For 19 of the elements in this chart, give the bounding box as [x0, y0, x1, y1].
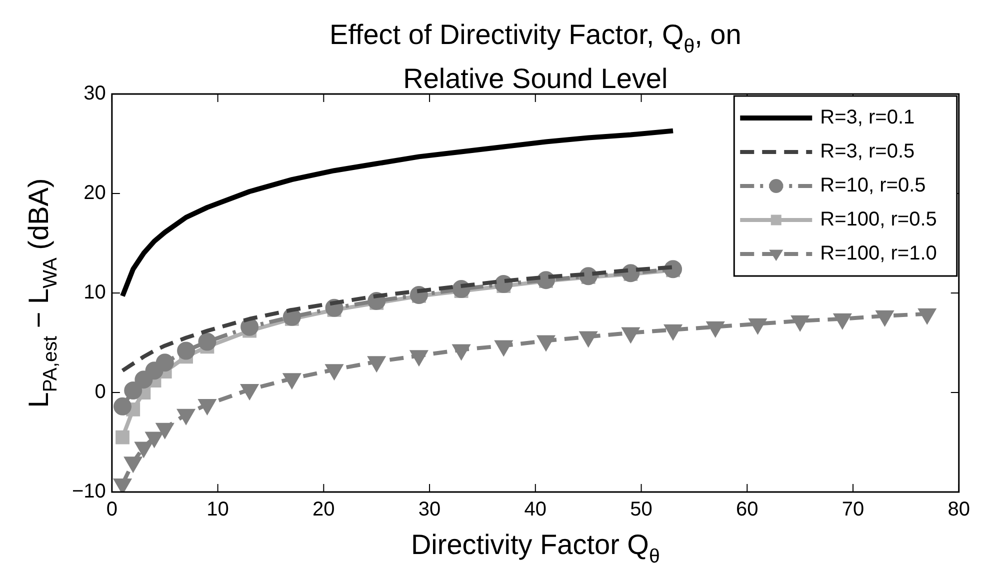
- x-tick-label: 30: [418, 498, 441, 521]
- x-tick-label: 60: [736, 498, 758, 521]
- y-tick-label: 0: [94, 381, 106, 404]
- legend-label: R=100, r=1.0: [820, 242, 937, 265]
- y-tick-label: 10: [84, 282, 106, 304]
- legend-label: R=10, r=0.5: [820, 174, 926, 197]
- x-tick-label: 70: [842, 498, 864, 521]
- y-tick-label: −10: [72, 480, 106, 503]
- legend-label: R=100, r=0.5: [820, 208, 937, 231]
- x-tick-label: 10: [206, 498, 229, 521]
- x-tick-label: 20: [312, 498, 335, 521]
- legend-label: R=3, r=0.1: [820, 106, 915, 129]
- legend-label: R=3, r=0.5: [820, 140, 915, 163]
- y-tick-label: 20: [84, 182, 106, 204]
- y-axis-title: LPA,est − LWA (dBA): [23, 178, 62, 408]
- x-tick-label: 80: [948, 498, 970, 521]
- y-tick-label: 30: [84, 82, 106, 105]
- x-tick-label: 40: [524, 498, 547, 521]
- x-tick-label: 50: [630, 498, 652, 521]
